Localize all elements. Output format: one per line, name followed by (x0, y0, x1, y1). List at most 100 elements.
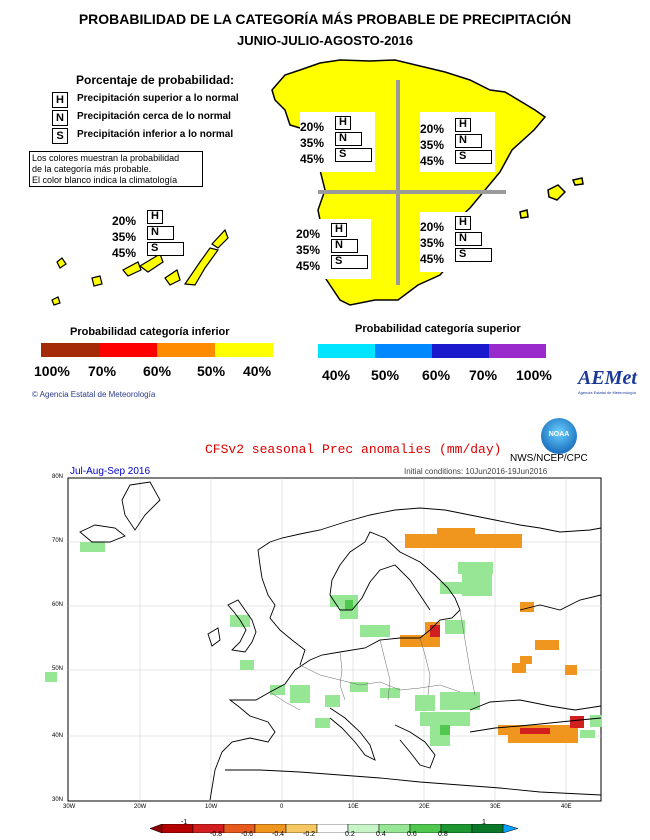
sw-letter-s: S (335, 255, 343, 267)
canarias-bar-n: N (147, 226, 174, 240)
strong-dry-anomalies (430, 625, 584, 734)
cb-label-10: 1 (482, 819, 486, 826)
ne-prob-s: 45% (420, 154, 445, 168)
color-note: Los colores muestran la probabilidad de … (29, 151, 203, 187)
superior-color-scale (318, 344, 546, 358)
nw-prob-n: 35% (300, 136, 325, 150)
superior-label-2: 50% (371, 367, 400, 383)
lon-label-20w: 20W (134, 804, 147, 810)
se-prob-s: 45% (420, 252, 445, 266)
sw-letter-h: H (335, 223, 343, 235)
ne-bar-s: S (455, 150, 492, 164)
main-title: PROBABILIDAD DE LA CATEGORÍA MÁS PROBABL… (78, 11, 572, 27)
nw-letter-n: N (339, 132, 347, 144)
canarias-prob-s: 45% (112, 246, 137, 260)
canarias-letter-n: N (151, 226, 159, 238)
inferior-swatch-3 (157, 343, 215, 357)
strong-wet-anomalies (345, 600, 450, 735)
superior-swatch-4 (489, 344, 546, 358)
se-prob-n: 35% (420, 236, 445, 250)
aemet-logo-sub: Agencia Estatal de Meteorología (578, 390, 636, 395)
lon-label-10w: 10W (205, 804, 218, 810)
canarias-prob-h: 20% (112, 214, 137, 228)
lat-label-50n: 50N (52, 666, 64, 672)
note-line-3: El color blanco indica la climatología (32, 175, 178, 185)
noaa-logo-text: NOAA (548, 431, 570, 438)
se-letter-s: S (459, 248, 467, 260)
menorca (571, 177, 584, 186)
colorbar-right-arrow (502, 824, 519, 833)
lon-label-30e: 30E (490, 804, 501, 810)
legend-label-s: Precipitación inferior a lo normal (77, 129, 234, 140)
nw-letter-s: S (339, 148, 347, 160)
inferior-swatch-1 (41, 343, 99, 357)
lon-label-30w: 30W (63, 804, 76, 810)
nw-prob-h: 20% (300, 120, 325, 134)
inferior-label-2: 70% (88, 363, 117, 379)
wet-anomalies (45, 542, 602, 746)
nw-bar-h: H (335, 116, 351, 130)
cb-label-9: 0.8 (438, 831, 448, 838)
europe-anomaly-map (45, 477, 602, 802)
canarias-prob-n: 35% (112, 230, 137, 244)
agency-label: NWS/NCEP/CPC (510, 453, 588, 464)
lon-label-40e: 40E (561, 804, 572, 810)
mallorca (547, 184, 567, 201)
coastlines (79, 481, 602, 801)
note-line-1: Los colores muestran la probabilidad (32, 153, 180, 163)
colorbar-bin-6 (316, 824, 349, 833)
inferior-scale-title: Probabilidad categoría inferior (70, 326, 230, 338)
canarias-letter-h: H (151, 210, 159, 222)
canarias-bar-h: H (147, 210, 163, 224)
superior-swatch-1 (318, 344, 375, 358)
inferior-color-scale (41, 343, 273, 357)
lat-label-80n: 80N (52, 474, 64, 480)
nw-letter-h: H (339, 116, 347, 128)
sw-bar-s: S (331, 255, 368, 269)
se-bar-h: H (455, 216, 471, 230)
map-frame (67, 477, 602, 802)
cb-label-4: -0.4 (272, 831, 285, 838)
superior-swatch-3 (432, 344, 489, 358)
note-line-2: de la categoría más probable. (32, 164, 152, 174)
colorbar-left-arrow (150, 824, 163, 833)
noaa-logo: NOAA (541, 418, 577, 454)
canarias-bar-s: S (147, 242, 184, 256)
inferior-label-4: 50% (197, 363, 226, 379)
superior-swatch-2 (375, 344, 432, 358)
lon-label-10e: 10E (348, 804, 359, 810)
aemet-logo-text: AEMet (578, 367, 637, 389)
lon-label-20e: 20E (419, 804, 430, 810)
season-subtitle: JUNIO-JULIO-AGOSTO-2016 (236, 33, 414, 48)
sw-bar-h: H (331, 223, 347, 237)
cb-label-3: -0.6 (241, 831, 254, 838)
superior-label-1: 40% (322, 367, 351, 383)
lat-label-30n: 30N (52, 797, 64, 803)
cb-label-1: -1 (181, 819, 188, 826)
colorbar-bin-11 (471, 824, 504, 833)
legend-label-n: Precipitación cerca de lo normal (77, 111, 231, 122)
nw-bar-s: S (335, 148, 372, 162)
se-bar-s: S (455, 248, 492, 262)
inferior-label-1: 100% (34, 363, 70, 379)
ne-prob-h: 20% (420, 122, 445, 136)
se-prob-h: 20% (420, 220, 445, 234)
canarias-letter-s: S (151, 242, 159, 254)
legend-letter-s: S (52, 128, 68, 144)
season-period: Jul-Aug-Sep 2016 (70, 466, 151, 477)
ne-bar-n: N (455, 134, 482, 148)
ibiza (519, 209, 529, 219)
superior-scale-title: Probabilidad categoría superior (355, 323, 521, 335)
sw-prob-s: 45% (296, 259, 321, 273)
legend-letter-n: N (52, 110, 68, 126)
sw-prob-h: 20% (296, 227, 321, 241)
lat-label-40n: 40N (52, 733, 64, 739)
ne-letter-h: H (459, 118, 467, 130)
superior-label-4: 70% (469, 367, 498, 383)
inferior-swatch-2 (99, 343, 157, 357)
sw-prob-n: 35% (296, 243, 321, 257)
sw-bar-n: N (331, 239, 358, 253)
anomaly-colorbar (150, 824, 520, 833)
colorbar-bin-1 (161, 824, 194, 833)
cb-label-5: -0.2 (303, 831, 316, 838)
